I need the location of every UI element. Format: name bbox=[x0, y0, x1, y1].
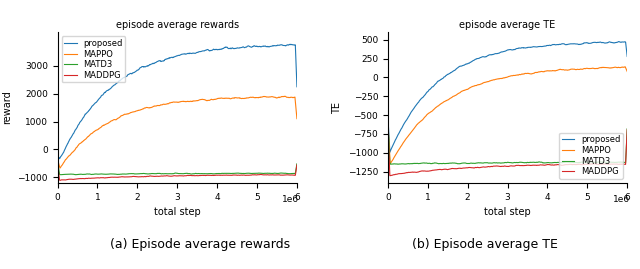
MAPPO bbox=[384, 120, 392, 123]
Text: (b) Episode average TE: (b) Episode average TE bbox=[412, 238, 557, 251]
MADDPG bbox=[544, 163, 552, 166]
MATD3 bbox=[163, 172, 170, 175]
MATD3 bbox=[394, 163, 402, 166]
MATD3 bbox=[72, 173, 79, 176]
MAPPO bbox=[525, 72, 533, 75]
proposed bbox=[54, 154, 61, 157]
MAPPO bbox=[446, 97, 454, 100]
proposed bbox=[293, 85, 301, 89]
proposed bbox=[623, 55, 631, 58]
MADDPG bbox=[116, 175, 124, 179]
MAPPO bbox=[163, 102, 170, 106]
proposed bbox=[544, 44, 552, 47]
MADDPG bbox=[56, 179, 64, 182]
MATD3 bbox=[384, 119, 392, 122]
Legend: proposed, MAPPO, MATD3, MADDPG: proposed, MAPPO, MATD3, MADDPG bbox=[559, 133, 623, 179]
MAPPO bbox=[234, 96, 242, 100]
proposed bbox=[97, 96, 104, 99]
Line: MATD3: MATD3 bbox=[388, 121, 627, 164]
MATD3 bbox=[427, 162, 435, 165]
MADDPG bbox=[195, 174, 203, 177]
MADDPG bbox=[386, 174, 394, 177]
MADDPG bbox=[54, 163, 61, 167]
MADDPG bbox=[525, 164, 533, 167]
proposed bbox=[427, 87, 435, 90]
Text: 1e6: 1e6 bbox=[612, 195, 630, 204]
Y-axis label: TE: TE bbox=[332, 102, 342, 114]
MAPPO bbox=[54, 158, 61, 161]
MATD3 bbox=[623, 127, 631, 130]
MAPPO bbox=[493, 78, 500, 81]
Text: (a) Episode average rewards: (a) Episode average rewards bbox=[110, 238, 290, 251]
proposed bbox=[56, 157, 63, 160]
MATD3 bbox=[97, 172, 104, 176]
Text: 1e6: 1e6 bbox=[282, 195, 300, 204]
MAPPO bbox=[564, 68, 572, 72]
Title: episode average TE: episode average TE bbox=[460, 20, 556, 30]
Line: MATD3: MATD3 bbox=[58, 162, 297, 175]
MAPPO bbox=[214, 97, 221, 100]
X-axis label: total step: total step bbox=[154, 207, 200, 217]
MADDPG bbox=[427, 169, 435, 172]
MATD3 bbox=[525, 161, 533, 164]
MATD3 bbox=[116, 173, 124, 176]
MAPPO bbox=[387, 162, 394, 165]
MAPPO bbox=[116, 116, 124, 119]
MAPPO bbox=[427, 110, 435, 114]
MADDPG bbox=[564, 163, 572, 166]
MAPPO bbox=[97, 126, 104, 129]
proposed bbox=[214, 48, 221, 51]
proposed bbox=[234, 47, 242, 50]
proposed bbox=[564, 43, 572, 46]
proposed bbox=[615, 40, 623, 43]
MAPPO bbox=[293, 117, 301, 120]
MATD3 bbox=[195, 172, 203, 175]
Line: MADDPG: MADDPG bbox=[58, 165, 297, 180]
MADDPG bbox=[214, 174, 221, 177]
Title: episode average rewards: episode average rewards bbox=[116, 20, 239, 30]
MADDPG bbox=[234, 174, 242, 177]
Line: MAPPO: MAPPO bbox=[58, 96, 297, 168]
proposed bbox=[163, 58, 170, 61]
MAPPO bbox=[56, 167, 64, 170]
MADDPG bbox=[493, 164, 500, 168]
proposed bbox=[493, 52, 500, 55]
proposed bbox=[384, 114, 392, 118]
MADDPG bbox=[623, 128, 631, 131]
MATD3 bbox=[234, 172, 242, 175]
Line: MAPPO: MAPPO bbox=[388, 67, 627, 164]
MADDPG bbox=[384, 125, 392, 128]
MAPPO bbox=[195, 98, 203, 102]
MATD3 bbox=[214, 172, 221, 175]
MAPPO bbox=[544, 69, 552, 73]
MADDPG bbox=[293, 163, 301, 167]
proposed bbox=[446, 72, 454, 75]
MATD3 bbox=[493, 161, 500, 164]
MADDPG bbox=[97, 176, 104, 179]
MATD3 bbox=[446, 162, 454, 165]
MAPPO bbox=[623, 70, 631, 73]
MAPPO bbox=[280, 95, 288, 98]
Line: proposed: proposed bbox=[388, 41, 627, 152]
Line: proposed: proposed bbox=[58, 44, 297, 159]
Y-axis label: reward: reward bbox=[2, 91, 12, 125]
proposed bbox=[195, 50, 203, 53]
MATD3 bbox=[293, 162, 301, 165]
MATD3 bbox=[54, 160, 61, 164]
proposed bbox=[386, 151, 394, 154]
X-axis label: total step: total step bbox=[484, 207, 531, 217]
MATD3 bbox=[544, 161, 552, 164]
MAPPO bbox=[621, 65, 629, 68]
MATD3 bbox=[564, 160, 572, 164]
MADDPG bbox=[446, 167, 454, 171]
proposed bbox=[116, 79, 124, 82]
Legend: proposed, MAPPO, MATD3, MADDPG: proposed, MAPPO, MATD3, MADDPG bbox=[62, 36, 125, 82]
MADDPG bbox=[163, 174, 170, 177]
proposed bbox=[287, 43, 295, 46]
Line: MADDPG: MADDPG bbox=[388, 127, 627, 176]
proposed bbox=[525, 46, 533, 49]
